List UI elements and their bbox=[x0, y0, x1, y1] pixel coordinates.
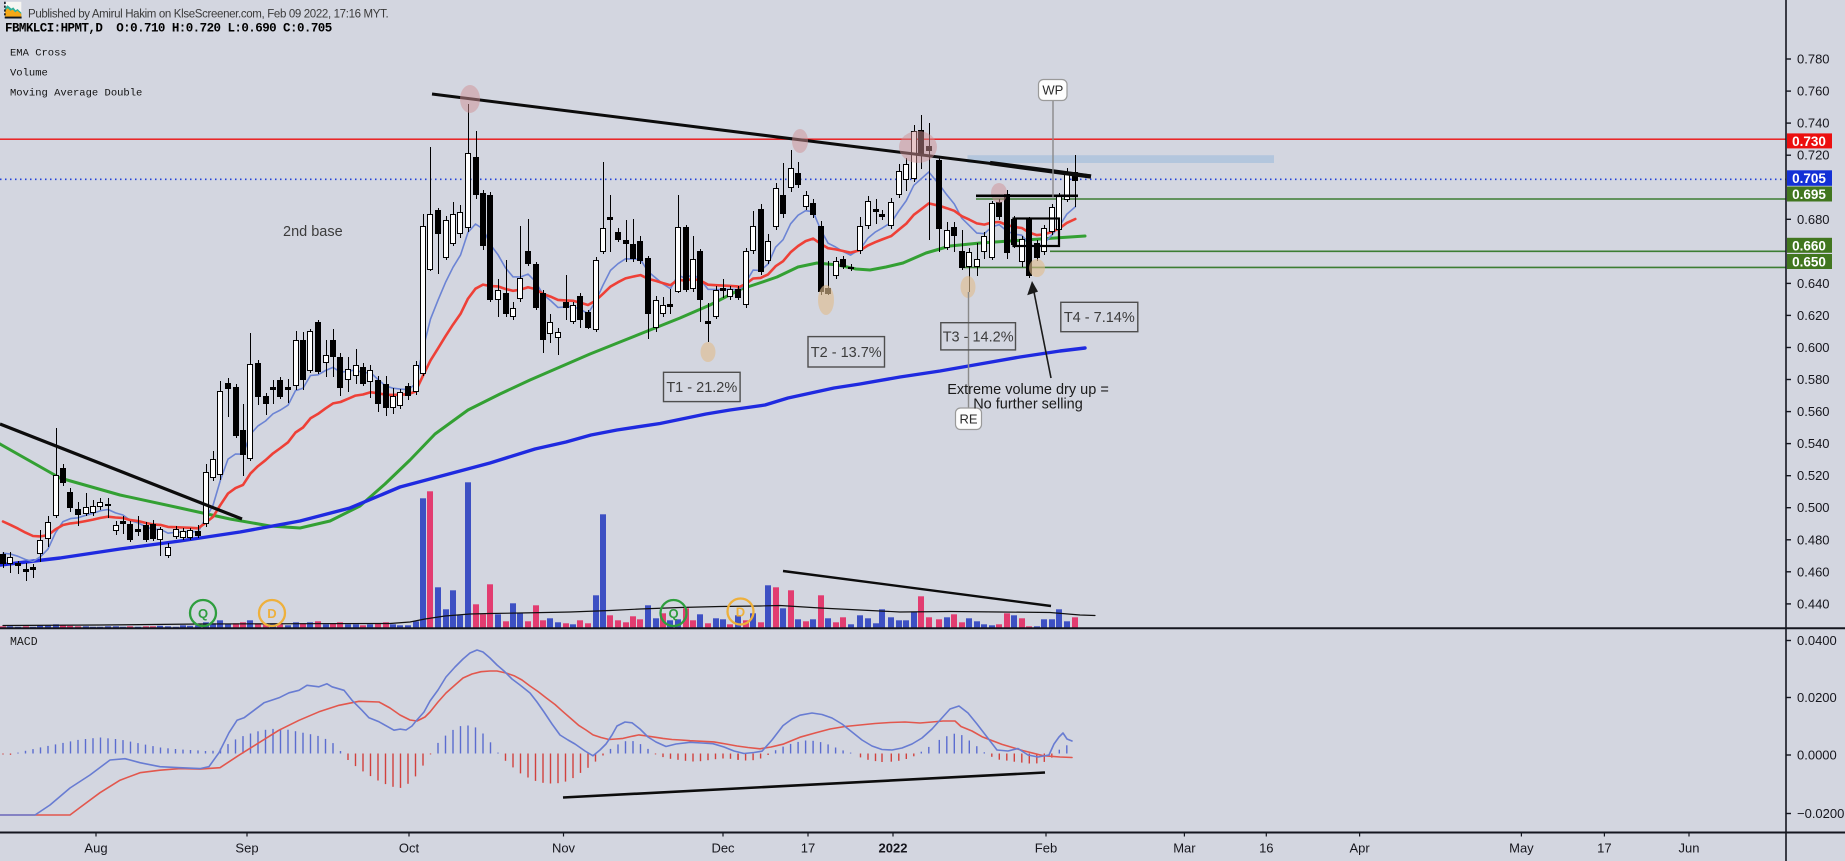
svg-text:FBMKLCI:HPMT,D O:0.710 H:0.72: FBMKLCI:HPMT,D O:0.710 H:0.720 L:0.690 C… bbox=[5, 22, 332, 36]
svg-text:May: May bbox=[1509, 841, 1534, 856]
svg-text:WP: WP bbox=[1042, 83, 1063, 98]
svg-text:0.650: 0.650 bbox=[1792, 255, 1826, 270]
svg-text:0.0200: 0.0200 bbox=[1797, 690, 1837, 705]
svg-text:17: 17 bbox=[801, 841, 815, 856]
svg-text:−0.0200: −0.0200 bbox=[1797, 806, 1844, 821]
svg-text:D: D bbox=[267, 606, 276, 621]
svg-text:16: 16 bbox=[1259, 841, 1273, 856]
svg-text:Oct: Oct bbox=[399, 841, 420, 856]
svg-text:MACD: MACD bbox=[10, 636, 38, 649]
svg-text:0.740: 0.740 bbox=[1797, 116, 1830, 131]
svg-text:0.0400: 0.0400 bbox=[1797, 633, 1837, 648]
svg-text:0.780: 0.780 bbox=[1797, 52, 1830, 67]
svg-text:Nov: Nov bbox=[552, 841, 576, 856]
svg-text:D: D bbox=[736, 605, 745, 620]
svg-text:0.640: 0.640 bbox=[1797, 276, 1830, 291]
svg-text:0.705: 0.705 bbox=[1792, 171, 1826, 186]
svg-text:0.500: 0.500 bbox=[1797, 500, 1830, 515]
svg-text:17: 17 bbox=[1597, 841, 1611, 856]
svg-text:Jun: Jun bbox=[1679, 841, 1700, 856]
svg-text:0.560: 0.560 bbox=[1797, 404, 1830, 419]
svg-text:0.680: 0.680 bbox=[1797, 212, 1830, 227]
svg-text:0.480: 0.480 bbox=[1797, 532, 1830, 547]
svg-text:0.620: 0.620 bbox=[1797, 308, 1830, 323]
svg-text:Apr: Apr bbox=[1349, 841, 1370, 856]
svg-text:EMA Cross: EMA Cross bbox=[10, 48, 67, 60]
svg-text:Volume: Volume bbox=[10, 68, 48, 80]
svg-text:0.695: 0.695 bbox=[1792, 187, 1826, 202]
svg-text:0.440: 0.440 bbox=[1797, 596, 1830, 611]
svg-text:T1 - 21.2%: T1 - 21.2% bbox=[666, 380, 737, 396]
svg-text:0.760: 0.760 bbox=[1797, 84, 1830, 99]
svg-text:Feb: Feb bbox=[1035, 841, 1057, 856]
svg-text:T3 - 14.2%: T3 - 14.2% bbox=[943, 329, 1014, 345]
svg-text:No further selling: No further selling bbox=[973, 397, 1083, 413]
svg-text:0.580: 0.580 bbox=[1797, 372, 1830, 387]
svg-text:T2 - 13.7%: T2 - 13.7% bbox=[811, 345, 882, 361]
svg-text:0.0000: 0.0000 bbox=[1797, 748, 1837, 763]
svg-text:0.660: 0.660 bbox=[1792, 238, 1826, 253]
svg-text:Extreme volume dry up =: Extreme volume dry up = bbox=[947, 382, 1109, 398]
svg-text:0.600: 0.600 bbox=[1797, 340, 1830, 355]
svg-text:Q: Q bbox=[668, 606, 678, 621]
svg-text:T4 - 7.14%: T4 - 7.14% bbox=[1064, 310, 1135, 326]
svg-text:0.730: 0.730 bbox=[1792, 134, 1826, 149]
svg-text:0.540: 0.540 bbox=[1797, 436, 1830, 451]
svg-text:Published by Amirul Hakim on K: Published by Amirul Hakim on KlseScreene… bbox=[28, 9, 388, 21]
svg-text:Dec: Dec bbox=[711, 841, 735, 856]
svg-text:0.460: 0.460 bbox=[1797, 564, 1830, 579]
svg-text:Q: Q bbox=[198, 606, 208, 621]
svg-text:2022: 2022 bbox=[879, 841, 908, 856]
svg-text:2nd base: 2nd base bbox=[283, 224, 343, 240]
svg-text:RE: RE bbox=[959, 412, 977, 427]
svg-text:Mar: Mar bbox=[1173, 841, 1196, 856]
svg-text:Aug: Aug bbox=[84, 841, 107, 856]
svg-text:Sep: Sep bbox=[235, 841, 258, 856]
svg-text:0.720: 0.720 bbox=[1797, 148, 1830, 163]
svg-text:0.520: 0.520 bbox=[1797, 468, 1830, 483]
svg-text:Moving Average Double: Moving Average Double bbox=[10, 88, 142, 100]
